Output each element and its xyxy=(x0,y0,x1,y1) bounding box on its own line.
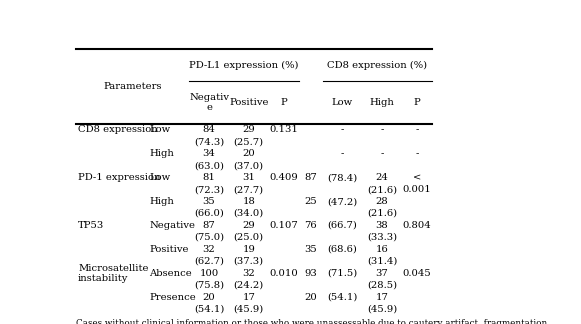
Text: (45.9): (45.9) xyxy=(367,305,397,314)
Text: <: < xyxy=(413,173,421,182)
Text: Parameters: Parameters xyxy=(103,82,162,91)
Text: (25.7): (25.7) xyxy=(234,137,264,146)
Text: 17: 17 xyxy=(242,293,255,302)
Text: (72.3): (72.3) xyxy=(194,185,224,194)
Text: 24: 24 xyxy=(375,173,389,182)
Text: 18: 18 xyxy=(242,197,255,206)
Text: High: High xyxy=(370,98,394,107)
Text: (37.0): (37.0) xyxy=(234,161,264,170)
Text: Cases without clinical information or those who were unassessable due to cautery: Cases without clinical information or th… xyxy=(76,319,550,324)
Text: (31.4): (31.4) xyxy=(367,257,397,266)
Text: -: - xyxy=(340,149,344,158)
Text: (34.0): (34.0) xyxy=(234,209,264,218)
Text: 31: 31 xyxy=(242,173,255,182)
Text: (75.0): (75.0) xyxy=(194,233,224,242)
Text: 35: 35 xyxy=(203,197,216,206)
Text: Positive: Positive xyxy=(149,245,189,254)
Text: (63.0): (63.0) xyxy=(194,161,224,170)
Text: 28: 28 xyxy=(375,197,388,206)
Text: (21.6): (21.6) xyxy=(367,185,397,194)
Text: Negativ
e: Negativ e xyxy=(189,93,229,112)
Text: (68.6): (68.6) xyxy=(328,245,357,254)
Text: 20: 20 xyxy=(304,293,317,302)
Text: 0.131: 0.131 xyxy=(270,125,298,134)
Text: (33.3): (33.3) xyxy=(367,233,397,242)
Text: (28.5): (28.5) xyxy=(367,281,397,290)
Text: 76: 76 xyxy=(304,221,317,230)
Text: 0.804: 0.804 xyxy=(403,221,432,230)
Text: -: - xyxy=(415,149,419,158)
Text: (21.6): (21.6) xyxy=(367,209,397,218)
Text: High: High xyxy=(149,197,174,206)
Text: (47.2): (47.2) xyxy=(327,197,357,206)
Text: -: - xyxy=(381,125,383,134)
Text: 87: 87 xyxy=(304,173,317,182)
Text: Low: Low xyxy=(149,125,170,134)
Text: Low: Low xyxy=(149,173,170,182)
Text: (45.9): (45.9) xyxy=(234,305,264,314)
Text: -: - xyxy=(415,125,419,134)
Text: 84: 84 xyxy=(203,125,216,134)
Text: (78.4): (78.4) xyxy=(327,173,357,182)
Text: 0.107: 0.107 xyxy=(270,221,298,230)
Text: Presence: Presence xyxy=(149,293,196,302)
Text: (54.1): (54.1) xyxy=(194,305,224,314)
Text: 35: 35 xyxy=(304,245,317,254)
Text: (37.3): (37.3) xyxy=(234,257,264,266)
Text: Negative: Negative xyxy=(149,221,195,230)
Text: Absence: Absence xyxy=(149,269,192,278)
Text: Positive: Positive xyxy=(229,98,268,107)
Text: Microsatellite
instability: Microsatellite instability xyxy=(78,264,149,283)
Text: (75.8): (75.8) xyxy=(194,281,224,290)
Text: (71.5): (71.5) xyxy=(327,269,357,278)
Text: 19: 19 xyxy=(242,245,255,254)
Text: 37: 37 xyxy=(375,269,388,278)
Text: (25.0): (25.0) xyxy=(234,233,264,242)
Text: 100: 100 xyxy=(199,269,218,278)
Text: 29: 29 xyxy=(242,221,255,230)
Text: 0.010: 0.010 xyxy=(270,269,298,278)
Text: P: P xyxy=(414,98,421,107)
Text: 32: 32 xyxy=(242,269,255,278)
Text: 17: 17 xyxy=(375,293,389,302)
Text: 29: 29 xyxy=(242,125,255,134)
Text: P: P xyxy=(281,98,287,107)
Text: 0.001: 0.001 xyxy=(403,185,432,194)
Text: (54.1): (54.1) xyxy=(327,293,357,302)
Text: PD-L1 expression (%): PD-L1 expression (%) xyxy=(189,61,299,70)
Text: 93: 93 xyxy=(304,269,317,278)
Text: 20: 20 xyxy=(242,149,255,158)
Text: 32: 32 xyxy=(203,245,216,254)
Text: (24.2): (24.2) xyxy=(234,281,264,290)
Text: 0.045: 0.045 xyxy=(403,269,432,278)
Text: PD-1 expression: PD-1 expression xyxy=(78,173,160,182)
Text: 0.409: 0.409 xyxy=(270,173,298,182)
Text: 20: 20 xyxy=(203,293,216,302)
Text: 16: 16 xyxy=(375,245,388,254)
Text: (62.7): (62.7) xyxy=(194,257,224,266)
Text: 38: 38 xyxy=(375,221,388,230)
Text: 81: 81 xyxy=(203,173,216,182)
Text: TP53: TP53 xyxy=(78,221,104,230)
Text: (66.0): (66.0) xyxy=(194,209,224,218)
Text: (66.7): (66.7) xyxy=(328,221,357,230)
Text: (74.3): (74.3) xyxy=(194,137,224,146)
Text: 87: 87 xyxy=(203,221,216,230)
Text: Low: Low xyxy=(332,98,353,107)
Text: CD8 expression: CD8 expression xyxy=(78,125,158,134)
Text: High: High xyxy=(149,149,174,158)
Text: 34: 34 xyxy=(203,149,216,158)
Text: -: - xyxy=(340,125,344,134)
Text: (27.7): (27.7) xyxy=(234,185,264,194)
Text: CD8 expression (%): CD8 expression (%) xyxy=(328,61,428,70)
Text: -: - xyxy=(381,149,383,158)
Text: 25: 25 xyxy=(304,197,317,206)
